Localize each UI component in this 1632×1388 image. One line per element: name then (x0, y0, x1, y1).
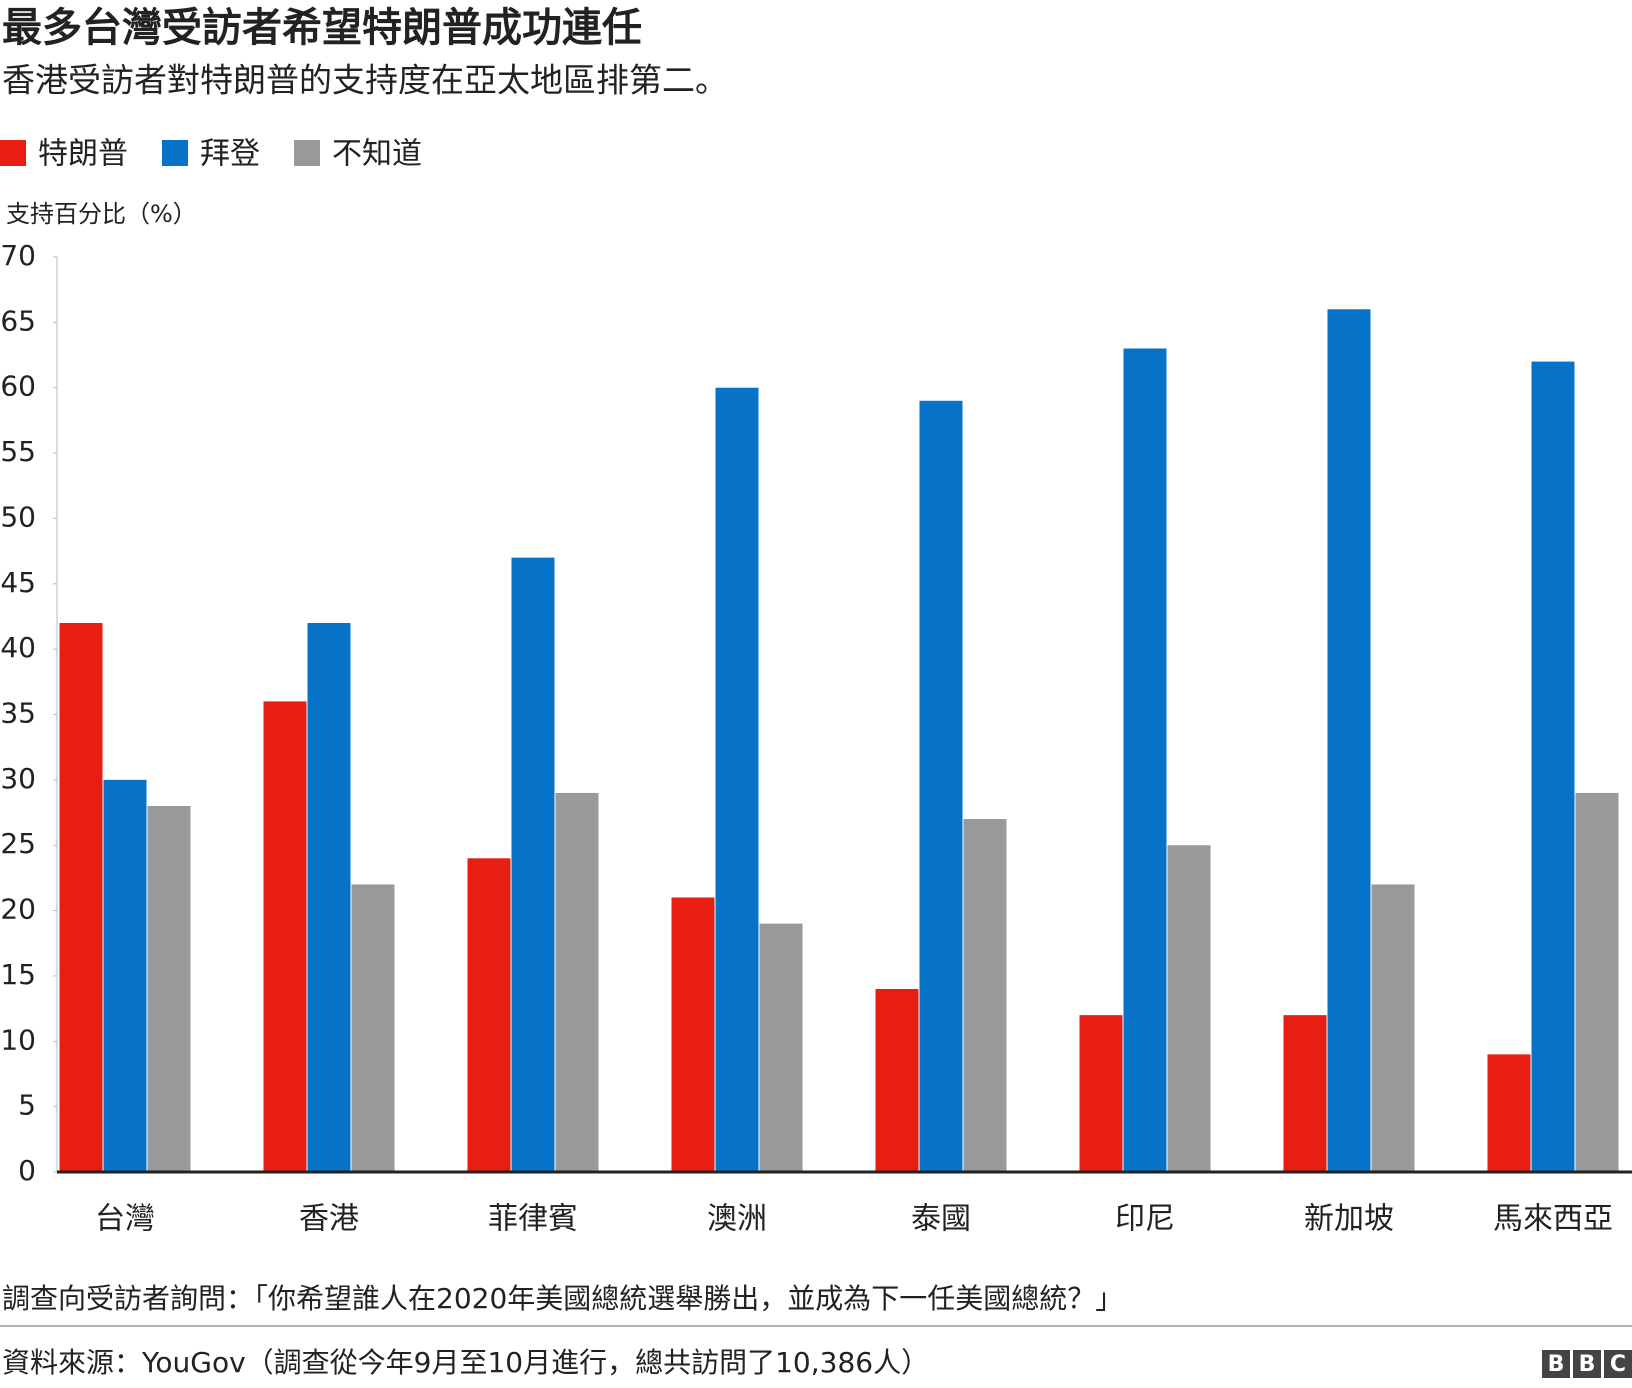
bar (59, 623, 103, 1172)
legend-label: 拜登 (200, 137, 260, 172)
legend-swatch (162, 140, 188, 166)
bar (1167, 845, 1211, 1172)
bar (555, 792, 599, 1172)
bar (511, 557, 555, 1172)
bar (103, 779, 147, 1172)
legend-swatch (0, 140, 26, 166)
bar (1487, 1054, 1531, 1172)
y-tick-label: 40 (0, 631, 36, 664)
chart-title: 最多台灣受訪者希望特朗普成功連任 (2, 5, 642, 51)
y-tick-label: 30 (0, 762, 36, 795)
bar (307, 623, 351, 1172)
x-tick-label: 印尼 (1115, 1202, 1175, 1237)
x-tick-label: 香港 (299, 1202, 359, 1237)
bar (467, 858, 511, 1172)
y-tick-label: 60 (0, 370, 36, 403)
bar (263, 701, 307, 1172)
bar (1531, 361, 1575, 1173)
logo-letter: C (1610, 1352, 1626, 1377)
bar (875, 989, 919, 1172)
logo-box (1542, 1350, 1570, 1378)
bar (1327, 309, 1371, 1172)
bar (759, 923, 803, 1172)
logo-box (1573, 1350, 1601, 1378)
note: 調查向受訪者詢問：「你希望誰人在2020年美國總統選舉勝出，並成為下一任美國總統… (2, 1282, 1123, 1315)
logo-letter: B (1548, 1352, 1565, 1377)
y-axis-label: 支持百分比（%） (6, 200, 197, 228)
y-tick-label: 0 (18, 1154, 36, 1187)
x-tick-label: 馬來西亞 (1493, 1202, 1613, 1237)
y-tick-label: 70 (0, 239, 36, 272)
x-tick-label: 台灣 (95, 1202, 155, 1237)
y-tick-label: 65 (0, 304, 36, 337)
legend-swatch (294, 140, 320, 166)
bar (1575, 792, 1619, 1172)
chart-subtitle: 香港受訪者對特朗普的支持度在亞太地區排第二。 (2, 61, 728, 100)
bar (1371, 884, 1415, 1172)
y-tick-label: 35 (0, 697, 36, 730)
source: 資料來源：YouGov（調查從今年9月至10月進行，總共訪問了10,386人） (2, 1346, 929, 1379)
bar (919, 400, 963, 1172)
x-tick-label: 菲律賓 (488, 1202, 578, 1237)
y-tick-label: 55 (0, 435, 36, 468)
bar (351, 884, 395, 1172)
y-tick-label: 20 (0, 893, 36, 926)
y-tick-label: 45 (0, 566, 36, 599)
bar (1079, 1015, 1123, 1172)
legend-label: 特朗普 (38, 137, 128, 172)
y-tick-label: 15 (0, 958, 36, 991)
y-tick-label: 50 (0, 500, 36, 533)
logo-box (1604, 1350, 1632, 1378)
bar (1283, 1015, 1327, 1172)
x-tick-label: 泰國 (911, 1202, 971, 1237)
bar (1123, 348, 1167, 1172)
bar (671, 897, 715, 1172)
legend-label: 不知道 (332, 137, 422, 172)
bar (715, 387, 759, 1172)
y-tick-label: 25 (0, 827, 36, 860)
y-tick-label: 10 (0, 1023, 36, 1056)
bar (963, 819, 1007, 1172)
x-tick-label: 新加坡 (1304, 1202, 1394, 1237)
logo-letter: B (1579, 1352, 1596, 1377)
y-tick-label: 5 (18, 1089, 36, 1122)
x-tick-label: 澳洲 (707, 1202, 767, 1237)
bar (147, 806, 191, 1172)
